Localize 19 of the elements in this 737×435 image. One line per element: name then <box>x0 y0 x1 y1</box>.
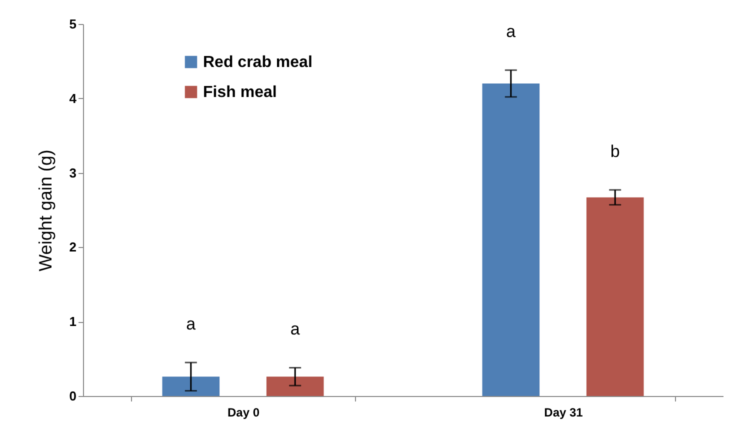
y-tick-label: 4 <box>69 90 78 106</box>
bar <box>266 376 324 396</box>
y-tick-label: 2 <box>69 240 76 255</box>
bar <box>586 197 644 396</box>
y-tick-label: 3 <box>69 165 76 180</box>
legend-label: Red crab meal <box>203 54 312 71</box>
y-tick-label: 5 <box>69 16 76 32</box>
legend-label: Fish meal <box>203 84 277 101</box>
annotation: a <box>506 22 516 42</box>
y-axis-title: Weight gain (g) <box>35 150 56 272</box>
bar <box>482 84 540 396</box>
bar <box>162 376 220 396</box>
x-tick-label: Day 0 <box>227 406 260 420</box>
y-tick-label: 1 <box>69 314 76 330</box>
annotation: a <box>290 320 300 339</box>
y-tick-label: 0 <box>69 388 76 404</box>
x-tick-label: Day 31 <box>544 406 584 420</box>
annotation: b <box>610 142 620 161</box>
annotation: a <box>186 314 196 334</box>
